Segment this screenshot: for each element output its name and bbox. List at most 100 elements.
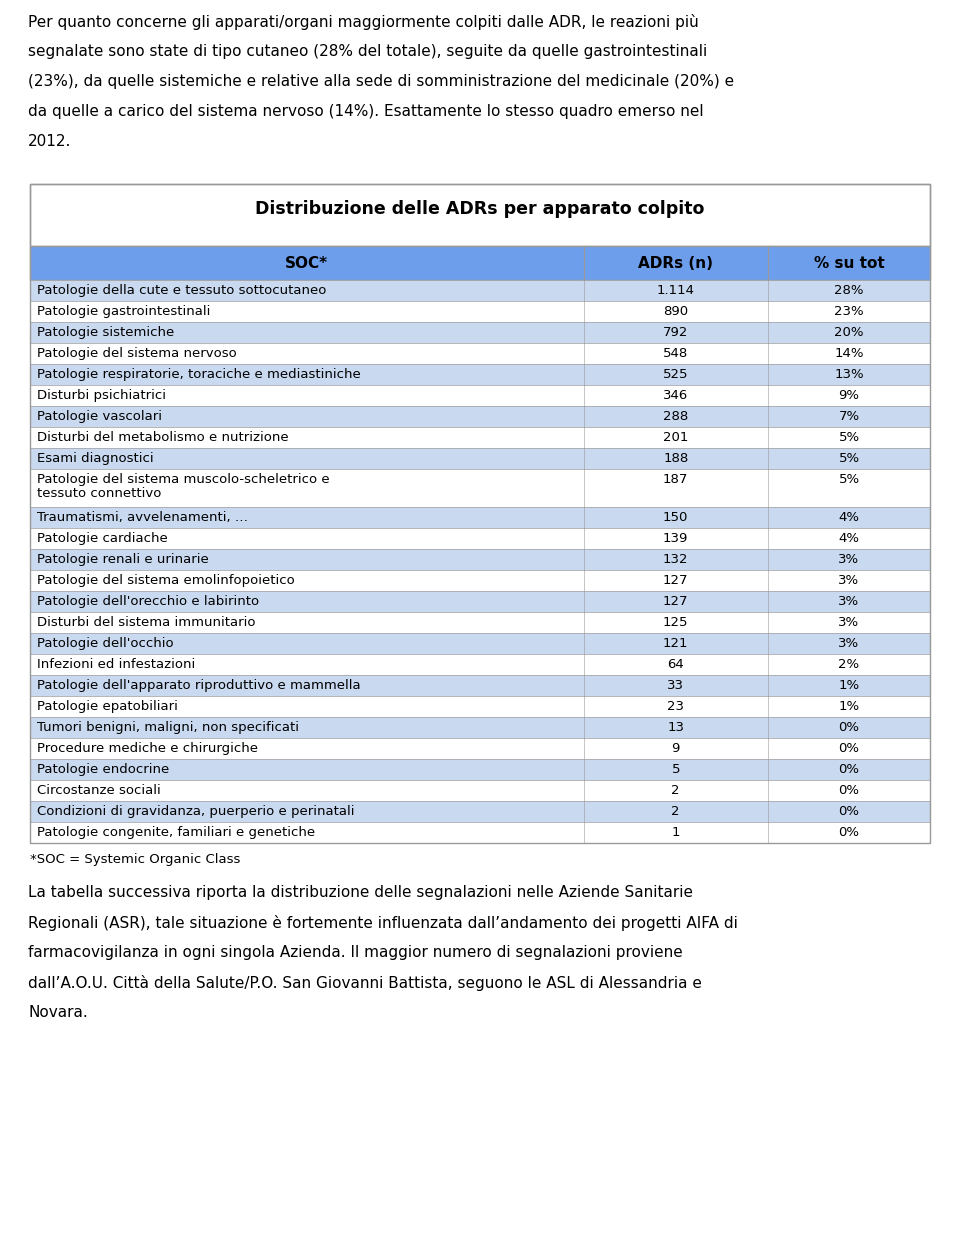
Bar [30,612,930,633]
Text: 0%: 0% [838,826,859,839]
Text: 28%: 28% [834,283,864,297]
Text: 23: 23 [667,700,684,714]
Text: SOC*: SOC* [285,256,328,271]
Text: 1%: 1% [838,678,859,692]
Text: Traumatismi, avvelenamenti, …: Traumatismi, avvelenamenti, … [37,510,248,524]
Bar [30,322,930,344]
Text: 188: 188 [663,451,688,465]
Text: 201: 201 [663,431,688,444]
Text: Disturbi del metabolismo e nutrizione: Disturbi del metabolismo e nutrizione [37,431,289,444]
Text: 125: 125 [663,616,688,630]
Text: Regionali (ASR), tale situazione è fortemente influenzata dall’andamento dei pro: Regionali (ASR), tale situazione è forte… [28,915,738,930]
Text: 3%: 3% [838,616,859,630]
Text: 5%: 5% [838,451,859,465]
Text: 9%: 9% [838,389,859,403]
Text: 3%: 3% [838,594,859,608]
Bar [30,696,930,717]
Text: Novara.: Novara. [28,1004,87,1020]
Bar [30,448,930,469]
Text: Patologie epatobiliari: Patologie epatobiliari [37,700,178,714]
Text: La tabella successiva riporta la distribuzione delle segnalazioni nelle Aziende : La tabella successiva riporta la distrib… [28,885,693,900]
Text: Patologie gastrointestinali: Patologie gastrointestinali [37,305,210,319]
Text: 7%: 7% [838,410,859,423]
Text: 20%: 20% [834,326,864,339]
Text: Patologie del sistema nervoso: Patologie del sistema nervoso [37,347,237,360]
Text: 5%: 5% [838,431,859,444]
Text: Esami diagnostici: Esami diagnostici [37,451,154,465]
Text: 346: 346 [663,389,688,403]
Text: 13%: 13% [834,367,864,381]
Text: 4%: 4% [838,510,859,524]
Text: Patologie congenite, familiari e genetiche: Patologie congenite, familiari e genetic… [37,826,315,839]
Text: Patologie endocrine: Patologie endocrine [37,762,169,776]
Text: Patologie della cute e tessuto sottocutaneo: Patologie della cute e tessuto sottocuta… [37,283,326,297]
Text: Disturbi del sistema immunitario: Disturbi del sistema immunitario [37,616,255,630]
Bar [30,246,930,280]
Text: 0%: 0% [838,742,859,755]
Text: 13: 13 [667,721,684,734]
Text: dall’A.O.U. Città della Salute/P.O. San Giovanni Battista, seguono le ASL di Ale: dall’A.O.U. Città della Salute/P.O. San … [28,976,702,991]
Text: 2012.: 2012. [28,134,71,149]
Text: Patologie vascolari: Patologie vascolari [37,410,162,423]
Bar [30,549,930,571]
Text: 127: 127 [663,594,688,608]
Bar [30,301,930,322]
Bar [30,469,930,507]
Text: 1.114: 1.114 [657,283,695,297]
Bar [30,801,930,823]
Bar [30,184,930,246]
Text: farmacovigilanza in ogni singola Azienda. Il maggior numero di segnalazioni prov: farmacovigilanza in ogni singola Azienda… [28,946,683,961]
Bar [30,406,930,428]
Text: tessuto connettivo: tessuto connettivo [37,487,161,500]
Text: *SOC = Systemic Organic Class: *SOC = Systemic Organic Class [30,853,240,867]
Text: (23%), da quelle sistemiche e relative alla sede di somministrazione del medicin: (23%), da quelle sistemiche e relative a… [28,74,734,89]
Bar [30,591,930,612]
Text: Patologie cardiache: Patologie cardiache [37,532,168,545]
Text: 1: 1 [671,826,680,839]
Text: Patologie del sistema emolinfopoietico: Patologie del sistema emolinfopoietico [37,574,295,587]
Text: 3%: 3% [838,637,859,650]
Text: 288: 288 [663,410,688,423]
Bar [30,717,930,739]
Text: Patologie del sistema muscolo-scheletrico e: Patologie del sistema muscolo-scheletric… [37,473,329,487]
Text: 2: 2 [671,805,680,818]
Text: Patologie dell'occhio: Patologie dell'occhio [37,637,174,650]
Text: 3%: 3% [838,553,859,566]
Text: Tumori benigni, maligni, non specificati: Tumori benigni, maligni, non specificati [37,721,299,734]
Bar [30,739,930,759]
Text: Patologie renali e urinarie: Patologie renali e urinarie [37,553,208,566]
Text: 0%: 0% [838,784,859,798]
Text: 525: 525 [663,367,688,381]
Text: Patologie dell'apparato riproduttivo e mammella: Patologie dell'apparato riproduttivo e m… [37,678,361,692]
Text: ADRs (n): ADRs (n) [638,256,713,271]
Bar [30,344,930,364]
Text: 0%: 0% [838,721,859,734]
Bar [30,507,930,528]
Text: 150: 150 [663,510,688,524]
Text: Procedure mediche e chirurgiche: Procedure mediche e chirurgiche [37,742,258,755]
Text: 33: 33 [667,678,684,692]
Text: Condizioni di gravidanza, puerperio e perinatali: Condizioni di gravidanza, puerperio e pe… [37,805,354,818]
Bar [30,780,930,801]
Text: 890: 890 [663,305,688,319]
Text: 2: 2 [671,784,680,798]
Text: Patologie dell'orecchio e labirinto: Patologie dell'orecchio e labirinto [37,594,259,608]
Bar [30,364,930,385]
Text: 127: 127 [663,574,688,587]
Bar [30,655,930,675]
Bar [30,280,930,301]
Text: Per quanto concerne gli apparati/organi maggiormente colpiti dalle ADR, le reazi: Per quanto concerne gli apparati/organi … [28,14,699,30]
Bar [30,633,930,655]
Text: Patologie respiratorie, toraciche e mediastiniche: Patologie respiratorie, toraciche e medi… [37,367,361,381]
Text: 5%: 5% [838,473,859,487]
Text: 0%: 0% [838,805,859,818]
Text: 1%: 1% [838,700,859,714]
Bar [30,385,930,406]
Text: 187: 187 [663,473,688,487]
Text: segnalate sono state di tipo cutaneo (28% del totale), seguite da quelle gastroi: segnalate sono state di tipo cutaneo (28… [28,44,708,59]
Text: Infezioni ed infestazioni: Infezioni ed infestazioni [37,658,195,671]
Text: 14%: 14% [834,347,864,360]
Text: 9: 9 [672,742,680,755]
Text: 5: 5 [671,762,680,776]
Text: 64: 64 [667,658,684,671]
